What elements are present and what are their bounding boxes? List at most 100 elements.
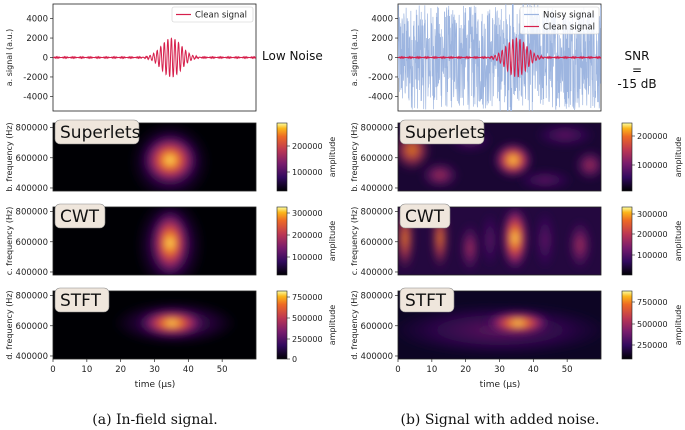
right-legend-noisy: Noisy signal — [543, 11, 594, 21]
y-tick-label: 600000 — [16, 238, 48, 248]
cb-l1-title: amplitude — [328, 137, 337, 178]
colorbar-ticks: 200000 100000 300000 200000 100000 75000… — [287, 132, 683, 364]
cb-r1-title: amplitude — [674, 137, 683, 178]
cb-l2-tick-100000: 100000 — [292, 253, 323, 262]
right-signal-legend: Noisy signal Clean signal — [519, 6, 600, 35]
y-tick-label: 2000 — [371, 34, 393, 44]
y-tick-label: 600000 — [16, 322, 48, 332]
left-legend-clean: Clean signal — [195, 11, 247, 21]
left-superlets-label: Superlets — [60, 123, 141, 143]
cb-r3-tick-500000: 500000 — [637, 320, 668, 329]
x-tick-label: 20 — [115, 365, 126, 375]
y-tick-label: 400000 — [16, 352, 48, 362]
cb-l3-tick-750000: 750000 — [292, 293, 323, 302]
y-tick-label: -4000 — [23, 92, 48, 102]
right-cwt-label: CWT — [405, 207, 445, 227]
cb-r2-tick-100000: 100000 — [637, 251, 668, 260]
y-axis-label: d. frequency (Hz) — [5, 290, 14, 359]
cb-r3-tick-250000: 250000 — [637, 341, 668, 350]
right-noisy-signal-line — [398, 4, 601, 111]
snr-label: SNR — [625, 49, 650, 63]
y-tick-label: 400000 — [361, 268, 393, 278]
y-tick-label: 400000 — [361, 352, 393, 362]
y-axis-label: d. frequency (Hz) — [350, 290, 359, 359]
y-axis-label: c. frequency (Hz) — [350, 207, 359, 276]
y-tick-label: 800000 — [361, 292, 393, 302]
y-tick-label: 800000 — [16, 124, 48, 134]
cb-l2-tick-300000: 300000 — [292, 209, 323, 218]
y-tick-label: 400000 — [16, 268, 48, 278]
left-signal-panel: Clean signal — [52, 3, 257, 112]
low-noise-label: Low Noise — [262, 49, 323, 63]
cb-l3-title: amplitude — [328, 305, 337, 346]
x-tick-label: 50 — [217, 365, 228, 375]
method-labels: Superlets CWT STFT Superlets CWT STFT — [54, 119, 486, 313]
y-tick-label: 800000 — [361, 124, 393, 134]
x-tick-label: 30 — [494, 365, 505, 375]
cb-r2-tick-200000: 200000 — [637, 230, 668, 239]
y-tick-label: 400000 — [361, 184, 393, 194]
y-axis-label: b. frequency (Hz) — [5, 122, 14, 191]
x-tick-label: 20 — [460, 365, 471, 375]
y-tick-label: 600000 — [361, 238, 393, 248]
left-clean-signal-line — [53, 37, 256, 78]
x-tick-label: 0 — [50, 365, 55, 375]
x-tick-label: 10 — [426, 365, 437, 375]
right-caption: (b) Signal with added noise. — [400, 412, 599, 428]
y-tick-label: 400000 — [16, 184, 48, 194]
x-tick-label: 30 — [149, 365, 160, 375]
y-axis-label: a. signal (a.u.) — [5, 29, 14, 87]
y-axis-label: c. frequency (Hz) — [5, 207, 14, 276]
right-stft-label: STFT — [405, 291, 447, 311]
y-tick-label: 0 — [43, 54, 48, 64]
left-xlabel: time (μs) — [135, 380, 176, 390]
y-tick-label: 600000 — [16, 154, 48, 164]
y-tick-label: -4000 — [368, 92, 393, 102]
x-tick-label: 10 — [81, 365, 92, 375]
x-tick-label: 40 — [528, 365, 539, 375]
right-xlabel: time (μs) — [480, 380, 521, 390]
y-axis-label: a. signal (a.u.) — [350, 29, 359, 87]
right-superlets-label: Superlets — [405, 123, 486, 143]
y-tick-label: 600000 — [361, 154, 393, 164]
y-tick-label: 2000 — [26, 34, 48, 44]
y-tick-label: 0 — [388, 54, 393, 64]
cb-l1-tick-200000: 200000 — [292, 142, 323, 151]
x-tick-label: 50 — [562, 365, 573, 375]
y-tick-label: 800000 — [361, 208, 393, 218]
y-tick-label: 4000 — [371, 15, 393, 25]
y-tick-label: 4000 — [26, 15, 48, 25]
cb-l1-tick-100000: 100000 — [292, 168, 323, 177]
cb-r1-tick-100000: 100000 — [637, 161, 668, 170]
cb-r1-tick-200000: 200000 — [637, 132, 668, 141]
x-tick-label: 40 — [183, 365, 194, 375]
y-tick-label: 800000 — [16, 208, 48, 218]
right-signal-panel: Noisy signal Clean signal — [397, 3, 602, 112]
left-caption: (a) In-field signal. — [92, 412, 217, 428]
cb-l3-tick-500000: 500000 — [292, 314, 323, 323]
x-tick-label: 0 — [395, 365, 400, 375]
cb-l2-title: amplitude — [328, 221, 337, 262]
left-superlets-heatmap — [53, 123, 256, 191]
cb-r3-title: amplitude — [674, 305, 683, 346]
cb-l3-tick-250000: 250000 — [292, 335, 323, 344]
snr-value: -15 dB — [617, 77, 656, 91]
colorbars — [276, 122, 633, 360]
left-cwt-label: CWT — [60, 207, 100, 227]
right-legend-clean: Clean signal — [543, 23, 595, 33]
right-clean-signal-line — [398, 37, 601, 78]
y-tick-label: -2000 — [23, 73, 48, 83]
left-signal-legend: Clean signal — [171, 6, 254, 23]
cb-r3-tick-750000: 750000 — [637, 298, 668, 307]
y-tick-label: -2000 — [368, 73, 393, 83]
y-axis-label: b. frequency (Hz) — [350, 122, 359, 191]
cb-r2-title: amplitude — [674, 221, 683, 262]
cb-r2-tick-300000: 300000 — [637, 210, 668, 219]
y-tick-label: 800000 — [16, 292, 48, 302]
snr-equals: = — [632, 63, 642, 77]
cb-l2-tick-200000: 200000 — [292, 231, 323, 240]
left-stft-label: STFT — [60, 291, 102, 311]
y-tick-label: 600000 — [361, 322, 393, 332]
cb-l3-tick-0: 0 — [292, 355, 297, 364]
